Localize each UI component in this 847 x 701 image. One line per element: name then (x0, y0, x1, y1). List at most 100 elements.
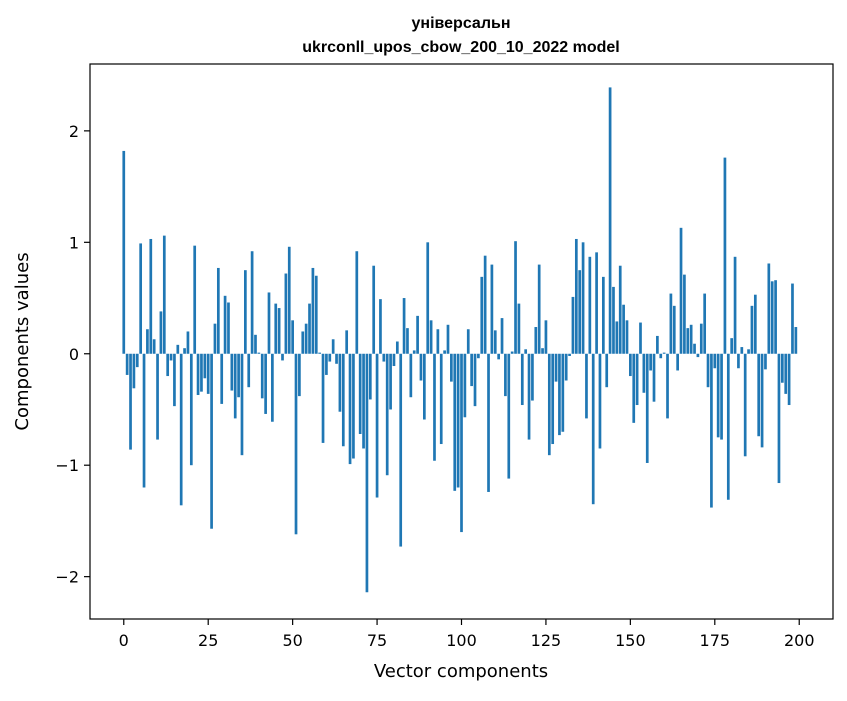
bar (264, 353, 267, 414)
bar (514, 241, 517, 354)
bar (216, 267, 220, 354)
bar (760, 353, 764, 448)
bar (321, 353, 325, 443)
y-tick-label: 0 (69, 345, 79, 364)
bar (372, 265, 376, 354)
bar (240, 353, 244, 456)
bar (571, 296, 575, 354)
bar (335, 353, 338, 364)
bar (672, 305, 676, 354)
bar (152, 339, 156, 354)
bar (399, 353, 403, 547)
bar (625, 320, 629, 354)
bar (227, 302, 230, 354)
bar (389, 353, 392, 410)
bar (693, 343, 696, 354)
y-axis-label: Components values (12, 252, 33, 430)
bar (780, 353, 784, 383)
bar (375, 353, 379, 498)
bar (294, 353, 298, 535)
bar (328, 353, 332, 362)
bar (220, 353, 224, 404)
bar (230, 353, 234, 391)
bar (301, 331, 305, 354)
bar (250, 251, 254, 354)
bar (436, 329, 440, 354)
bar (318, 352, 322, 354)
bar (189, 353, 193, 466)
bar (311, 267, 315, 354)
bar (787, 353, 791, 406)
bar (162, 235, 166, 354)
bar (537, 264, 541, 354)
bar (757, 353, 761, 437)
bar (740, 347, 744, 354)
bar (355, 251, 359, 354)
bar (382, 353, 386, 362)
bar (122, 150, 126, 354)
bar (527, 353, 531, 440)
bar (747, 349, 750, 354)
x-tick-label: 75 (367, 631, 387, 650)
bar (629, 353, 632, 377)
bar (689, 324, 693, 354)
bar (585, 353, 588, 419)
bar (794, 327, 798, 354)
bar (426, 242, 430, 354)
chart-title-line-2: ukrconll_upos_cbow_200_10_2022 model (302, 39, 619, 56)
bar (686, 328, 690, 354)
bar (493, 330, 497, 354)
bar (473, 353, 477, 407)
bar (298, 353, 301, 397)
bar (186, 331, 190, 354)
bar (558, 353, 561, 436)
x-tick-label: 175 (700, 631, 731, 650)
bar (176, 344, 180, 354)
bar (713, 353, 717, 369)
bar (642, 353, 646, 393)
bar (520, 353, 524, 406)
x-tick-label: 0 (119, 631, 129, 650)
bar (422, 353, 426, 420)
bar (166, 353, 170, 377)
bar (244, 270, 247, 354)
bar (777, 353, 781, 484)
bar (716, 353, 720, 438)
bar (622, 304, 625, 354)
bar (260, 353, 264, 399)
bar (699, 323, 703, 354)
bar (679, 227, 683, 354)
x-tick-label: 25 (198, 631, 218, 650)
bar (132, 353, 136, 389)
bar (135, 353, 139, 368)
bar (750, 305, 754, 354)
bar (254, 334, 257, 354)
bar (595, 252, 598, 354)
bar (304, 323, 308, 354)
bar (632, 353, 636, 423)
bar (524, 349, 528, 354)
bar (193, 245, 197, 354)
bar (196, 353, 200, 395)
bar (274, 303, 278, 354)
bar (156, 353, 159, 440)
bar (764, 353, 767, 370)
bar (608, 87, 612, 354)
x-tick-label: 50 (282, 631, 302, 650)
bar (341, 353, 345, 447)
bar (767, 263, 771, 354)
bar (169, 353, 173, 361)
bar (774, 280, 777, 354)
bar (433, 353, 436, 461)
bar (257, 352, 261, 354)
bar (291, 320, 294, 354)
bar (676, 353, 679, 371)
bar (639, 322, 642, 354)
bar (173, 353, 176, 407)
bar (379, 299, 382, 354)
x-tick-label: 125 (531, 631, 562, 650)
bar (439, 353, 443, 445)
